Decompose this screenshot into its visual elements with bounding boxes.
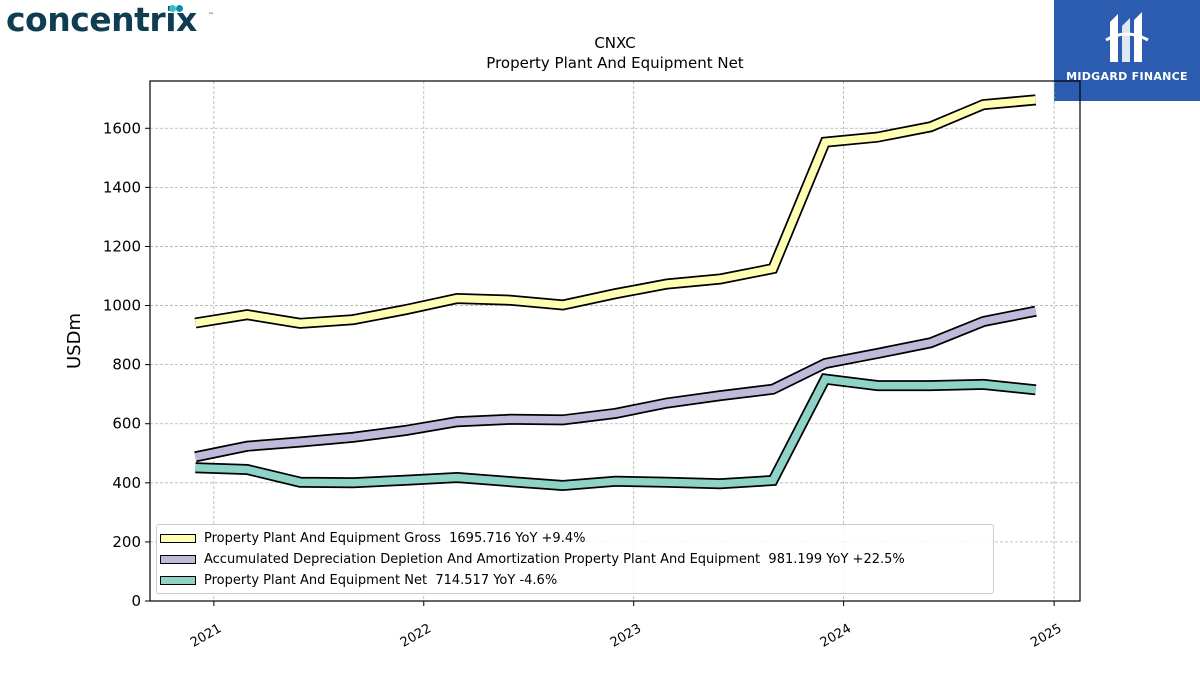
data-point — [825, 142, 826, 143]
legend-swatch — [160, 575, 196, 585]
series-line — [195, 375, 1037, 490]
data-point — [510, 481, 511, 482]
data-point — [825, 379, 826, 380]
y-tick-label: 400 — [112, 474, 141, 492]
y-tick-label: 600 — [112, 415, 141, 433]
data-point — [1035, 99, 1036, 100]
y-tick-label: 800 — [112, 356, 141, 374]
plot-frame — [149, 80, 1081, 602]
legend-label: Property Plant And Equipment Gross 1695.… — [204, 530, 586, 546]
data-point — [983, 384, 984, 385]
data-point — [353, 437, 354, 438]
logo-dot-icon — [169, 5, 176, 12]
midgard-logo-text: MIDGARD FINANCE — [1066, 70, 1188, 83]
data-point — [615, 293, 616, 294]
chart-legend: Property Plant And Equipment Gross 1695.… — [156, 524, 994, 594]
y-axis-label: USDm — [64, 313, 85, 369]
data-point — [983, 104, 984, 105]
data-point — [930, 342, 931, 343]
data-point — [457, 298, 458, 299]
data-point — [772, 389, 773, 390]
data-point — [930, 385, 931, 386]
y-tick-label: 1200 — [103, 237, 141, 255]
data-point — [772, 268, 773, 269]
data-point — [667, 482, 668, 483]
y-tick-label: 0 — [131, 592, 141, 610]
y-tick-label: 200 — [112, 533, 141, 551]
legend-swatch — [160, 554, 196, 564]
chart-title: CNXC — [594, 34, 635, 52]
legend-swatch — [160, 533, 196, 543]
legend-label: Property Plant And Equipment Net 714.517… — [204, 572, 558, 588]
data-point — [510, 419, 511, 420]
data-point — [772, 480, 773, 481]
data-point — [562, 419, 563, 420]
x-tick-label: 2023 — [608, 621, 644, 651]
data-point — [877, 385, 878, 386]
data-point — [405, 430, 406, 431]
y-tick-label: 1600 — [103, 119, 141, 137]
data-point — [457, 477, 458, 478]
data-point — [353, 482, 354, 483]
data-point — [1035, 311, 1036, 312]
legend-item-net: Property Plant And Equipment Net 714.517… — [157, 570, 557, 590]
data-point — [667, 284, 668, 285]
data-point — [983, 321, 984, 322]
data-point — [930, 126, 931, 127]
data-point — [247, 314, 248, 315]
series-outline — [195, 373, 1037, 492]
x-axis: 2021 2022 2023 2024 2025 — [188, 601, 1064, 651]
legend-label: Accumulated Depreciation Depletion And A… — [204, 551, 905, 567]
data-point — [195, 323, 196, 324]
midgard-finance-logo: MIDGARD FINANCE — [1054, 0, 1200, 101]
data-point — [510, 300, 511, 301]
logo-trademark: ™ — [208, 12, 214, 19]
data-point — [300, 482, 301, 483]
y-tick-label: 1400 — [103, 178, 141, 196]
data-point — [247, 446, 248, 447]
series-layer — [194, 94, 1037, 492]
data-point — [457, 421, 458, 422]
legend-item-depreciation: Accumulated Depreciation Depletion And A… — [157, 549, 905, 569]
y-tick-label: 1000 — [103, 297, 141, 315]
data-point — [300, 323, 301, 324]
data-point — [195, 467, 196, 468]
concentrix-logo-text: concentrix — [6, 0, 197, 39]
x-tick-label: 2021 — [188, 621, 224, 651]
series-line — [194, 307, 1037, 461]
data-point — [720, 279, 721, 280]
logo-dot-icon — [176, 5, 183, 12]
data-point — [615, 413, 616, 414]
data-point — [562, 485, 563, 486]
data-point — [877, 137, 878, 138]
data-point — [720, 483, 721, 484]
data-point — [300, 442, 301, 443]
data-point — [353, 319, 354, 320]
data-point — [825, 363, 826, 364]
data-point — [615, 481, 616, 482]
data-point — [247, 469, 248, 470]
data-point — [405, 480, 406, 481]
data-point — [720, 395, 721, 396]
x-tick-label: 2025 — [1028, 621, 1064, 651]
y-axis: 0 200 400 600 800 1000 1200 1400 1600 — [103, 119, 150, 610]
data-point — [1035, 389, 1036, 390]
data-point — [667, 403, 668, 404]
data-point — [195, 456, 196, 457]
data-point — [562, 305, 563, 306]
data-point — [405, 309, 406, 310]
midgard-monogram-icon — [1105, 12, 1149, 62]
x-tick-label: 2024 — [818, 621, 854, 651]
concentrix-logo: concentrix ™ — [4, 0, 214, 44]
series-line — [194, 96, 1037, 328]
legend-item-gross: Property Plant And Equipment Gross 1695.… — [157, 528, 585, 548]
x-tick-label: 2022 — [398, 621, 434, 651]
chart-subtitle: Property Plant And Equipment Net — [486, 54, 743, 72]
data-point — [877, 353, 878, 354]
